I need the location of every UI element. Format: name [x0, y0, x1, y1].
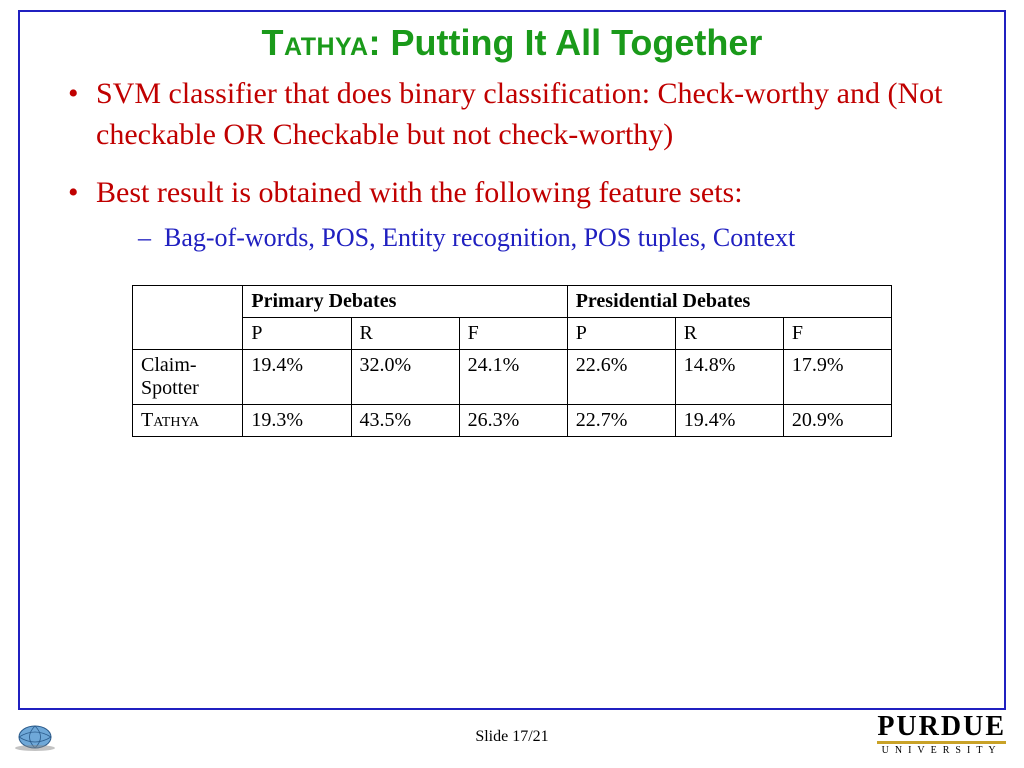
purdue-logo-small: UNIVERSITY: [877, 741, 1006, 756]
table-cell: 26.3%: [459, 404, 567, 436]
slide-footer: Slide 17/21 PURDUE UNIVERSITY: [0, 710, 1024, 768]
table-subheader-cell: F: [459, 317, 567, 349]
bullet-item: Best result is obtained with the followi…: [78, 173, 974, 255]
purdue-logo: PURDUE UNIVERSITY: [877, 711, 1006, 756]
table-cell: 19.4%: [675, 404, 783, 436]
slide-body: SVM classifier that does binary classifi…: [20, 64, 1004, 437]
slide: Tathya: Putting It All Together SVM clas…: [0, 0, 1024, 768]
slide-title: Tathya: Putting It All Together: [20, 22, 1004, 64]
table-subheader-cell: R: [351, 317, 459, 349]
table-cell: 22.6%: [567, 349, 675, 404]
table-subheader-row: P R F P R F: [133, 317, 892, 349]
table-cell: 43.5%: [351, 404, 459, 436]
table-subheader-cell: F: [783, 317, 891, 349]
bullet-text: SVM classifier that does binary classifi…: [96, 77, 942, 151]
table-header-cell: [133, 285, 243, 349]
title-rest: : Putting It All Together: [369, 22, 763, 63]
table-row: Tathya 19.3% 43.5% 26.3% 22.7% 19.4% 20.…: [133, 404, 892, 436]
table-cell: 14.8%: [675, 349, 783, 404]
table-rowhead: Tathya: [133, 404, 243, 436]
bullet-item: SVM classifier that does binary classifi…: [78, 74, 974, 155]
sub-bullet-list: Bag-of-words, POS, Entity recognition, P…: [96, 220, 974, 255]
table-cell: 17.9%: [783, 349, 891, 404]
table-header-row: Primary Debates Presidential Debates: [133, 285, 892, 317]
table-cell: 22.7%: [567, 404, 675, 436]
results-table-wrap: Primary Debates Presidential Debates P R…: [132, 285, 892, 437]
bullet-text: Best result is obtained with the followi…: [96, 176, 743, 209]
purdue-logo-big: PURDUE: [877, 711, 1006, 743]
title-system-name: Tathya: [262, 22, 369, 63]
bullet-list: SVM classifier that does binary classifi…: [50, 74, 974, 255]
slide-frame: Tathya: Putting It All Together SVM clas…: [18, 10, 1006, 710]
table-subheader-cell: P: [243, 317, 351, 349]
table-cell: 24.1%: [459, 349, 567, 404]
table-cell: 19.4%: [243, 349, 351, 404]
table-subheader-cell: R: [675, 317, 783, 349]
slide-number: Slide 17/21: [0, 728, 1024, 746]
table-cell: 32.0%: [351, 349, 459, 404]
table-cell: 19.3%: [243, 404, 351, 436]
table-subheader-cell: P: [567, 317, 675, 349]
table-header-cell: Presidential Debates: [567, 285, 891, 317]
table-header-cell: Primary Debates: [243, 285, 567, 317]
sub-bullet-item: Bag-of-words, POS, Entity recognition, P…: [146, 220, 974, 255]
table-row: Claim-Spotter 19.4% 32.0% 24.1% 22.6% 14…: [133, 349, 892, 404]
table-rowhead: Claim-Spotter: [133, 349, 243, 404]
table-cell: 20.9%: [783, 404, 891, 436]
results-table: Primary Debates Presidential Debates P R…: [132, 285, 892, 437]
sub-bullet-text: Bag-of-words, POS, Entity recognition, P…: [164, 223, 795, 252]
